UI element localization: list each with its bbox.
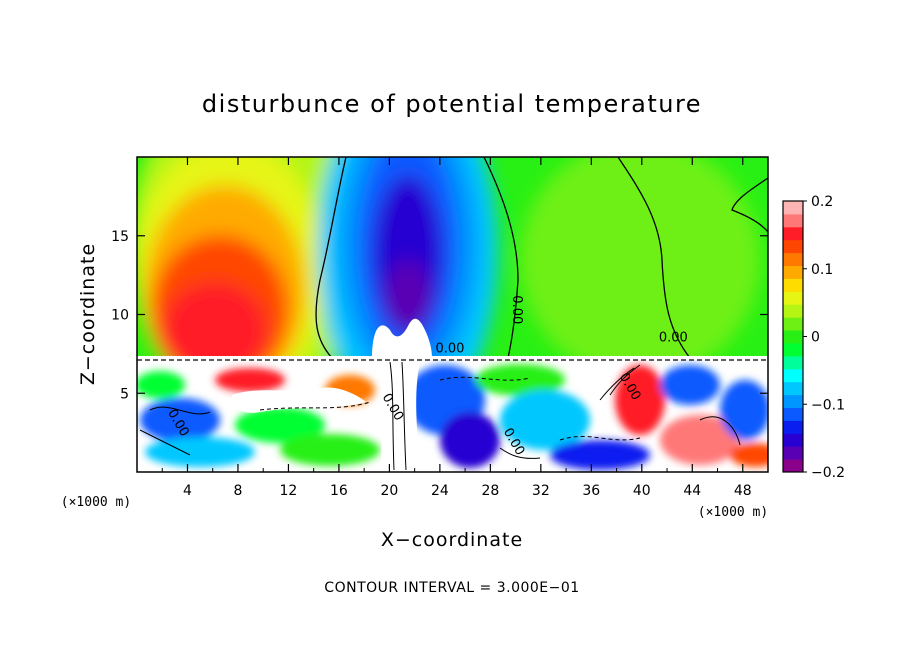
colorbar-swatch [783,265,803,279]
x-tick-label: 24 [431,483,449,499]
colorbar-swatch [783,394,803,408]
colorbar-swatch [783,239,803,254]
z-axis-title: Z−coordinate [77,243,99,385]
colorbar-tick-label: −0.2 [811,465,845,481]
colorbar-swatch [783,381,803,396]
colorbar-swatch [783,330,803,344]
colorbar-tick-label: 0.1 [811,262,833,278]
colorbar [782,200,804,473]
z-tick-label: 5 [120,386,129,402]
colorbar-swatch [783,317,803,331]
colorbar-swatch [783,446,803,460]
x-tick-label: 12 [280,483,298,499]
colorbar-ticks: 0.2 0.1 0 −0.1 −0.2 [803,194,845,481]
colorbar-swatch [783,213,803,228]
x-tick-label: 48 [734,483,752,499]
contour-interval-note: CONTOUR INTERVAL = 3.000E−01 [324,580,579,596]
z-axis: 5 10 15 [111,229,768,402]
upper-contours [315,157,768,358]
colorbar-swatch [783,252,803,267]
colorbar-swatch [783,278,803,292]
x-tick-label: 4 [183,483,192,499]
lower-contours [139,361,741,471]
x-tick-label: 36 [582,483,600,499]
x-axis-end-unit: (×1000 m) [698,505,768,520]
colorbar-swatch [783,420,803,434]
x-tick-label: 20 [380,483,398,499]
chart-title: disturbunce of potential temperature [202,90,702,118]
colorbar-tick-label: 0.2 [811,194,833,210]
colorbar-swatch [783,459,803,473]
colorbar-swatch [783,368,803,383]
x-tick-label: 44 [683,483,701,499]
x-axis-origin-unit: (×1000 m) [61,495,131,510]
lower-field [137,358,768,472]
x-axis-title: X−coordinate [381,529,523,551]
colorbar-swatch [783,304,803,318]
upper-field [137,157,768,358]
x-tick-label: 8 [233,483,242,499]
colorbar-swatch [783,433,803,447]
colorbar-swatch [783,226,803,241]
plot-area: 0.000.000.000.00 0.000.000.00 [136,156,769,473]
colorbar-swatch [783,355,803,370]
z-tick-label: 15 [111,229,129,245]
lower-dashed-contours [259,376,641,441]
x-tick-label: 28 [481,483,499,499]
colorbar-tick-label: −0.1 [811,397,845,413]
colorbar-tick-label: 0 [811,330,820,346]
colorbar-swatch [783,407,803,421]
x-axis: 4 8 12 16 20 24 28 32 36 40 44 48 [161,157,752,499]
x-tick-label: 16 [330,483,348,499]
colorbar-swatch [783,342,803,357]
x-tick-label: 32 [532,483,550,499]
z-tick-label: 10 [111,308,129,324]
x-tick-label: 40 [633,483,651,499]
colorbar-swatch [783,201,803,215]
contour-label: 0.00 [435,341,464,356]
colorbar-swatch [783,291,803,305]
contour-label: 0.00 [509,295,524,324]
contour-label: 0.00 [659,330,688,345]
